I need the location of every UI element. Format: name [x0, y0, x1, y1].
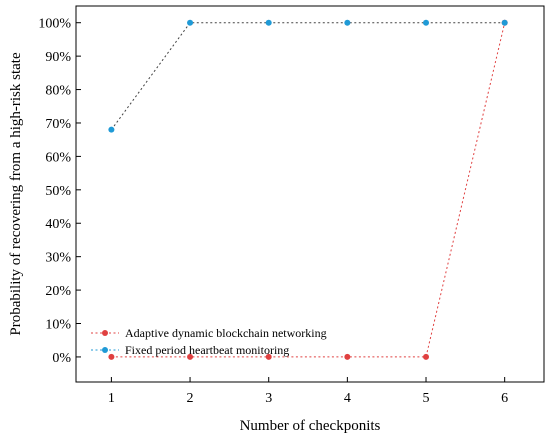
legend: Adaptive dynamic blockchain networking Fi… — [91, 326, 327, 357]
x-tick-label: 1 — [108, 391, 115, 406]
legend-label-2: Fixed period heartbeat monitoring — [125, 343, 289, 357]
series-2-point — [423, 19, 430, 26]
legend-label-1: Adaptive dynamic blockchain networking — [125, 326, 327, 340]
series-2-point — [265, 19, 272, 26]
series-line-1 — [111, 22, 506, 358]
y-tick-label: 60% — [45, 150, 71, 165]
y-tick-label: 70% — [45, 117, 71, 132]
y-tick-label: 30% — [45, 251, 71, 266]
series-layer — [108, 19, 508, 360]
series-2-point — [501, 19, 508, 26]
axis-ticks: 0% 10% 20% 30% 40% 50% 60% 70% 80% 90% 100% 1 2 3 4 5 6 — [38, 17, 508, 406]
series-2-point — [187, 19, 194, 26]
series-1-point — [108, 353, 115, 360]
y-tick-label: 100% — [38, 17, 71, 32]
y-tick-label: 10% — [45, 318, 71, 333]
plot-frame — [75, 5, 545, 383]
series-2-point — [108, 126, 115, 133]
series-1-point — [423, 353, 430, 360]
series-2-point — [344, 19, 351, 26]
x-tick-label: 5 — [423, 391, 430, 406]
series-line-2 — [110, 22, 505, 130]
y-tick-label: 40% — [45, 217, 71, 232]
y-axis-label: Probability of recovering from a high-ri… — [8, 52, 24, 336]
y-tick-label: 80% — [45, 84, 71, 99]
x-tick-label: 2 — [187, 391, 194, 406]
series-1-point — [265, 353, 272, 360]
y-tick-label: 50% — [45, 184, 71, 199]
legend-marker-2 — [102, 347, 108, 353]
legend-marker-1 — [102, 330, 108, 336]
series-1-point — [344, 353, 351, 360]
y-tick-label: 90% — [45, 50, 71, 65]
x-tick-label: 6 — [501, 391, 508, 406]
x-axis-label: Number of checkponits — [240, 418, 381, 434]
y-tick-label: 0% — [52, 351, 71, 366]
x-tick-label: 3 — [265, 391, 272, 406]
x-tick-label: 4 — [344, 391, 351, 406]
series-1-point — [187, 353, 194, 360]
y-tick-label: 20% — [45, 284, 71, 299]
